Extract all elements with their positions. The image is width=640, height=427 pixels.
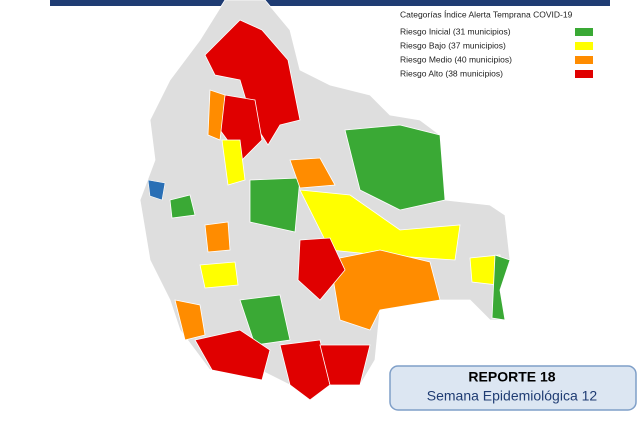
region xyxy=(344,124,446,211)
region xyxy=(204,221,231,253)
region xyxy=(279,339,331,401)
map xyxy=(139,0,511,401)
legend-label: Riesgo Bajo (37 municipios) xyxy=(400,40,506,50)
region xyxy=(194,329,271,381)
region xyxy=(199,261,239,289)
region xyxy=(289,157,336,189)
legend-swatch xyxy=(575,42,593,50)
region xyxy=(299,189,461,261)
region xyxy=(249,177,301,233)
legend-title: Categorías Índice Alerta Temprana COVID-… xyxy=(400,9,573,19)
legend-label: Riesgo Medio (40 municipios) xyxy=(400,54,512,64)
region xyxy=(319,344,371,386)
cut-header xyxy=(50,0,610,6)
lake xyxy=(147,179,166,201)
region xyxy=(174,299,206,341)
region xyxy=(204,19,301,146)
legend-label: Riesgo Inicial (31 municipios) xyxy=(400,26,511,36)
legend: Categorías Índice Alerta Temprana COVID-… xyxy=(400,9,593,78)
region xyxy=(207,89,226,141)
report-title: REPORTE 18 xyxy=(468,369,555,385)
report-box xyxy=(389,365,637,411)
region xyxy=(329,249,441,331)
region xyxy=(169,194,196,219)
legend-swatch xyxy=(575,70,593,78)
report-subtitle: Semana Epidemiológica 12 xyxy=(427,388,598,404)
region xyxy=(297,237,346,301)
region xyxy=(491,254,511,321)
legend-swatch xyxy=(575,56,593,64)
legend-swatch xyxy=(575,28,593,36)
region xyxy=(221,139,246,186)
legend-label: Riesgo Alto (38 municipios) xyxy=(400,68,503,78)
region xyxy=(239,294,291,346)
